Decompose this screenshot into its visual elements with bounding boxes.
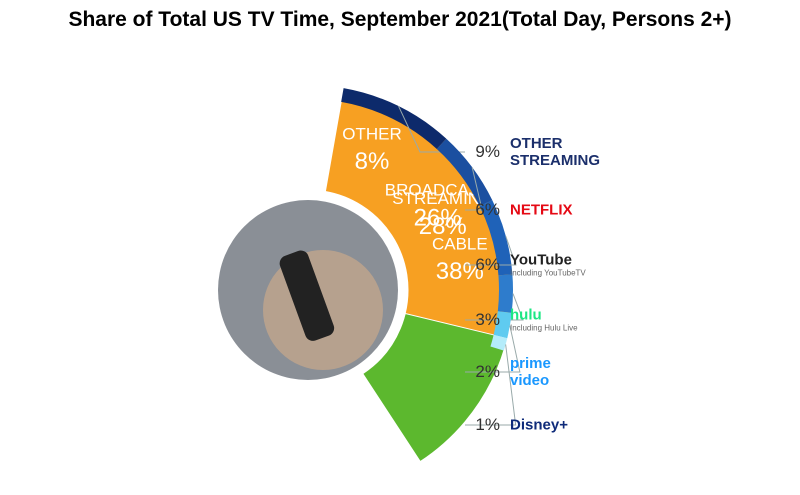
breakdown-arc [436,138,493,207]
breakdown-value: 6% [475,255,500,274]
breakdown-label: hulu [510,306,542,324]
breakdown-value: 3% [475,310,500,329]
breakdown-name: OTHER STREAMING [510,135,600,169]
breakdown-arc [341,88,447,149]
breakdown-arc [493,311,512,339]
breakdown-name: YouTube Including YouTubeTV [510,252,590,279]
breakdown-value: 9% [475,142,500,161]
breakdown-name: NETFLIX [510,202,590,219]
breakdown-label: NETFLIX [510,201,573,219]
wedge-label: STREAMING [392,189,493,208]
chart-title: Share of Total US TV Time, September 202… [68,8,732,31]
wedge-label: OTHER [342,124,402,143]
breakdown-arc [490,334,508,351]
breakdown-label: OTHER STREAMING [510,135,600,169]
wedge-value: 28% [419,213,467,240]
breakdown-label: YouTube [510,251,572,269]
remote [279,250,335,341]
wedge-value: 8% [355,148,390,175]
breakdown-value: 6% [475,200,500,219]
leader-line [465,293,524,321]
breakdown-name: hulu Including Hulu Live [510,307,590,334]
breakdown-name: prime video [510,355,590,389]
breakdown-note: Including YouTubeTV [510,268,586,278]
leader-line [465,344,517,426]
breakdown-note: Including Hulu Live [510,323,578,333]
breakdown-label: prime video [510,355,551,389]
wedge-value: 26% [414,204,462,231]
breakdown-arc [479,200,513,276]
leader-line [465,236,517,266]
wedge-value: 38% [436,258,484,285]
leader-line [465,325,521,373]
breakdown-value: 1% [475,415,500,434]
breakdown-arc [497,274,513,313]
breakdown-value: 2% [475,362,500,381]
breakdown-label: Disney+ [510,416,568,434]
wedge-label: BROADCAST [385,181,491,200]
wedge-label: CABLE [432,234,488,253]
breakdown-name: Disney+ [510,417,590,434]
